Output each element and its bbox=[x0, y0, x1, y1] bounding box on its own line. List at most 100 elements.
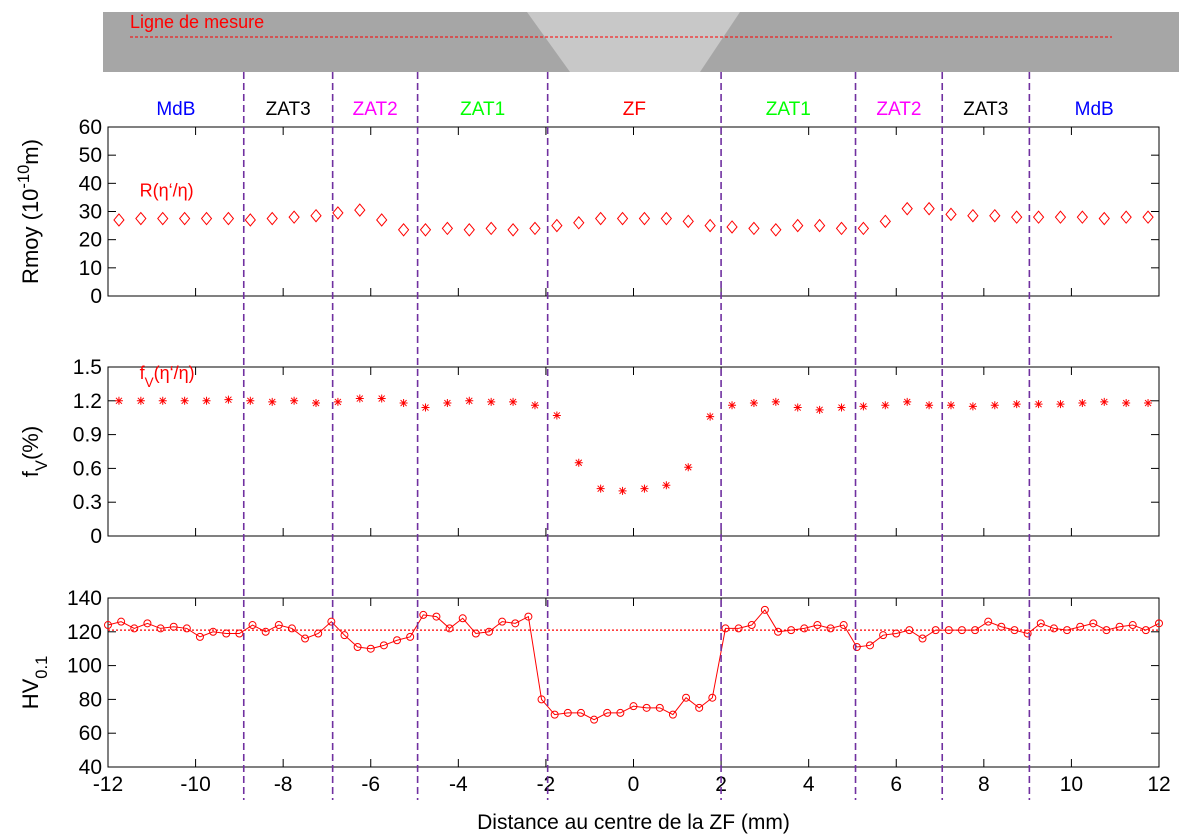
x-tick-label: -10 bbox=[180, 773, 210, 796]
circle-marker bbox=[1023, 629, 1032, 638]
circle-marker bbox=[590, 715, 599, 724]
x-tick-label: 0 bbox=[628, 773, 640, 796]
asterisk-marker bbox=[925, 401, 934, 410]
diamond-marker bbox=[376, 213, 388, 227]
circle-marker bbox=[261, 627, 270, 636]
circle-marker bbox=[826, 624, 835, 633]
plot-frame bbox=[107, 366, 1160, 537]
circle-marker bbox=[314, 629, 323, 638]
asterisk-marker bbox=[333, 397, 342, 406]
asterisk-marker bbox=[443, 399, 452, 408]
asterisk-marker bbox=[815, 405, 824, 414]
asterisk-marker bbox=[530, 401, 539, 410]
circle-marker bbox=[445, 624, 454, 633]
diamond-marker bbox=[792, 218, 804, 233]
circle-marker bbox=[182, 624, 191, 633]
asterisk-marker bbox=[114, 396, 123, 405]
circle-marker bbox=[248, 621, 257, 630]
circle-marker bbox=[1128, 621, 1137, 630]
diamond-marker bbox=[1098, 211, 1110, 226]
y-tick-label: 10 bbox=[79, 257, 102, 280]
circle-marker bbox=[892, 629, 901, 638]
y-tick-label: 60 bbox=[79, 116, 102, 139]
asterisk-marker bbox=[377, 394, 386, 403]
circle-marker bbox=[301, 634, 310, 643]
x-tick-label: 2 bbox=[715, 773, 727, 796]
diamond-marker bbox=[332, 206, 344, 220]
circle-marker bbox=[353, 643, 362, 652]
circle-marker bbox=[274, 621, 283, 630]
x-tick-label: 12 bbox=[1147, 773, 1170, 796]
zone-label: ZAT3 bbox=[963, 99, 1008, 120]
asterisk-marker bbox=[290, 396, 299, 405]
fusion-zone-shape bbox=[527, 12, 740, 72]
circle-marker bbox=[209, 627, 218, 636]
x-tick-label: -4 bbox=[449, 773, 468, 796]
circle-marker bbox=[366, 644, 375, 653]
circle-marker bbox=[787, 626, 796, 635]
circle-marker bbox=[865, 641, 874, 650]
zone-label: ZAT3 bbox=[266, 99, 311, 120]
asterisk-marker bbox=[662, 481, 671, 490]
diamond-marker bbox=[660, 211, 672, 226]
banner-label: Ligne de mesure bbox=[130, 12, 264, 32]
diamond-marker bbox=[1011, 210, 1023, 224]
zone-label: ZAT1 bbox=[460, 99, 505, 120]
diamond-marker bbox=[354, 203, 366, 217]
circle-marker bbox=[603, 708, 612, 717]
x-tick-label: 4 bbox=[803, 773, 815, 796]
diamond-marker bbox=[485, 221, 497, 236]
circle-marker bbox=[576, 708, 585, 717]
diamond-marker bbox=[113, 213, 125, 227]
circle-marker bbox=[984, 617, 993, 626]
asterisk-marker bbox=[968, 402, 977, 411]
y-tick-label: 0.3 bbox=[73, 491, 102, 514]
asterisk-marker bbox=[618, 486, 627, 495]
diamond-marker bbox=[989, 208, 1001, 223]
asterisk-marker bbox=[312, 399, 321, 408]
diamond-marker bbox=[748, 221, 760, 236]
circle-marker bbox=[918, 634, 927, 643]
y-tick-label: 20 bbox=[79, 229, 102, 252]
diamond-marker bbox=[923, 201, 935, 216]
circle-marker bbox=[432, 612, 441, 621]
zone-label: ZAT2 bbox=[876, 99, 921, 120]
diamond-marker bbox=[726, 220, 738, 234]
circle-marker bbox=[550, 710, 559, 719]
zone-label: MdB bbox=[156, 99, 195, 120]
asterisk-marker bbox=[399, 399, 408, 408]
diamond-marker bbox=[222, 211, 235, 226]
x-tick-label: 10 bbox=[1060, 773, 1083, 796]
x-tick-label: -2 bbox=[537, 773, 556, 796]
circle-marker bbox=[498, 617, 507, 626]
circle-marker bbox=[734, 624, 743, 633]
diamond-marker bbox=[901, 201, 913, 216]
asterisk-marker bbox=[268, 397, 277, 406]
y-axis-label-part: Rmoy (10 bbox=[18, 189, 43, 284]
circle-marker bbox=[931, 626, 940, 635]
diamond-marker bbox=[551, 218, 563, 233]
circle-marker bbox=[327, 617, 336, 626]
diamond-marker bbox=[244, 213, 256, 227]
y-axis-label-part: -10 bbox=[15, 165, 33, 189]
diamond-marker bbox=[135, 211, 147, 226]
diamond-marker bbox=[879, 214, 891, 229]
zone-label: ZAT2 bbox=[353, 99, 398, 120]
asterisk-marker bbox=[509, 397, 518, 406]
circle-marker bbox=[393, 636, 402, 645]
y-tick-label: 0 bbox=[90, 525, 102, 548]
annotation: fV(η‘/η) bbox=[140, 363, 195, 390]
asterisk-marker bbox=[552, 411, 561, 420]
circle-marker bbox=[879, 631, 888, 640]
circle-marker bbox=[340, 631, 349, 640]
asterisk-marker bbox=[574, 458, 583, 467]
y-axis-label: HV0.1 bbox=[18, 656, 51, 710]
asterisk-marker bbox=[136, 396, 145, 405]
asterisk-marker bbox=[881, 401, 890, 410]
y-tick-label: 100 bbox=[67, 655, 102, 678]
circle-marker bbox=[839, 621, 848, 630]
diamond-marker bbox=[463, 223, 475, 237]
y-tick-label: 120 bbox=[67, 621, 102, 644]
diamond-marker bbox=[1142, 210, 1154, 224]
circle-marker bbox=[997, 622, 1006, 631]
